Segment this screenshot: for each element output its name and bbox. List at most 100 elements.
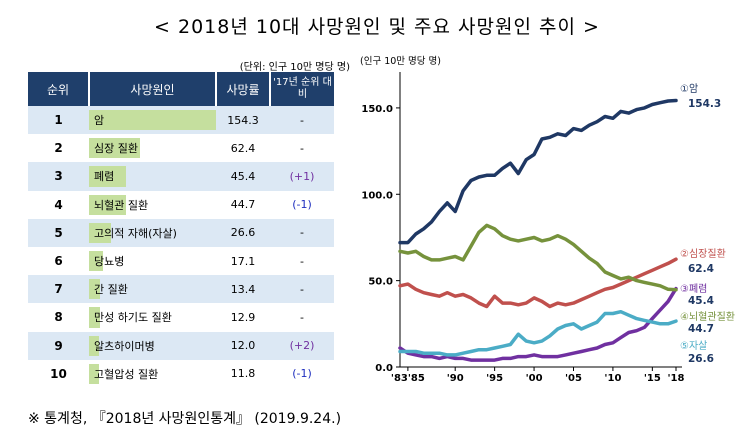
y-tick-label: 50.0 [368, 277, 393, 288]
series-value-label: 62.4 [688, 263, 714, 275]
rate-bar [89, 110, 216, 131]
rate-cell: 17.1 [230, 254, 256, 268]
cause-label: 만성 하기도 질환 [94, 311, 172, 325]
table-row: 2 심장 질환 62.4 - [28, 134, 334, 162]
rate-bar [89, 279, 101, 300]
rank-cell: 1 [28, 106, 89, 135]
rate-cell: 11.8 [230, 367, 256, 381]
table-row: 4 뇌혈관 질환 44.7 (-1) [28, 191, 334, 219]
cause-label: 뇌혈관 질환 [94, 198, 149, 212]
rank-cell: 2 [54, 141, 63, 156]
table-header-row: 순위 사망원인 사망률 '17년 순위 대비 [28, 72, 334, 106]
y-tick-label: 0.0 [375, 363, 393, 374]
series-line-1 [398, 98, 678, 245]
rate-cell: 12.9 [230, 310, 256, 324]
rank-change-cell: - [270, 275, 334, 304]
table-row: 5 고의적 자해(자살) 26.6- [28, 218, 334, 247]
cause-label: 간 질환 [94, 283, 128, 297]
series-line-4 [398, 223, 678, 292]
cause-cell: 심장 질환 [89, 134, 216, 162]
x-tick-label: '18 [668, 373, 685, 382]
cause-cell: 간 질환 [89, 275, 216, 304]
rate-bar [89, 307, 100, 328]
rank-change-cell: - [300, 254, 304, 268]
series-name-label: ③폐렴 [680, 282, 707, 295]
rank-cell: 10 [50, 366, 67, 381]
rank-change-cell: (+1) [270, 162, 334, 191]
series-name-label: ④뇌혈관질환 [680, 310, 735, 323]
rate-bar [89, 138, 141, 159]
header-rate: 사망률 [215, 72, 270, 106]
rank-cell: 7 [28, 275, 89, 304]
x-tick-label: '05 [565, 373, 582, 382]
rate-bar [89, 222, 111, 243]
cause-label: 알츠하이머병 [94, 339, 155, 353]
rank-change-cell: - [270, 218, 334, 247]
death-cause-table: 순위 사망원인 사망률 '17년 순위 대비 1 암 154.3 - 2 심장 질환 62.… [28, 72, 334, 388]
rank-cell: 8 [54, 310, 63, 325]
cause-cell: 뇌혈관 질환 [89, 191, 216, 219]
mortality-trend-chart: (인구 10만 명당 명) 0.0 50.0 100.0 150.0 '83'85 '90 '… [360, 56, 735, 382]
rate-cell: 45.4 [216, 162, 270, 191]
rank-change-cell: (-1) [292, 367, 312, 381]
rate-bar [89, 250, 104, 272]
cause-cell: 폐렴 [89, 162, 216, 191]
series-line-3 [398, 286, 678, 362]
rate-bar [89, 166, 127, 187]
rank-change-cell: - [300, 310, 304, 324]
rate-cell: 62.4 [230, 141, 256, 155]
cause-label: 당뇨병 [94, 255, 125, 269]
series-value-label: 44.7 [688, 323, 714, 335]
rank-cell: 6 [54, 254, 63, 269]
cause-label: 폐렴 [94, 170, 115, 184]
series-name-label: ②심장질환 [680, 248, 726, 260]
table-row: 8 만성 하기도 질환 12.9 - [28, 303, 334, 331]
series-value-label: 26.6 [688, 353, 714, 365]
cause-cell: 당뇨병 [89, 247, 216, 275]
header-change: '17년 순위 대비 [269, 72, 334, 106]
table-row: 3 폐렴 45.4 (+1) [28, 162, 334, 191]
cause-cell: 고의적 자해(자살) [89, 218, 216, 247]
cause-cell: 암 [89, 106, 216, 135]
source-footnote: ※ 통계청, 『2018년 사망원인통계』 (2019.9.24.) [28, 411, 342, 427]
rate-bar [89, 335, 99, 356]
rate-bar [89, 194, 126, 215]
rank-change-cell: (+2) [270, 331, 334, 360]
page-title: < 2018년 10대 사망원인 및 주요 사망원인 추이 > [154, 16, 600, 38]
x-tick-label: '90 [447, 373, 464, 382]
cause-label: 고혈압성 질환 [94, 367, 159, 381]
rate-cell: 44.7 [230, 198, 256, 212]
rate-cell: 13.4 [216, 275, 270, 304]
header-rank: 순위 [28, 72, 89, 106]
series-line-5 [398, 309, 678, 357]
table-row: 7 간 질환 13.4- [28, 275, 334, 304]
rank-cell: 9 [28, 331, 89, 360]
x-tick-label: '95 [486, 373, 503, 382]
x-tick-label: '10 [604, 373, 621, 382]
rank-cell: 3 [28, 162, 89, 191]
y-tick-label: 150.0 [361, 104, 393, 115]
rate-bar [89, 363, 99, 384]
table-unit-note: (단위: 인구 10만 명당 명) [239, 62, 350, 73]
rank-cell: 4 [54, 197, 63, 212]
cause-cell: 만성 하기도 질환 [89, 303, 216, 331]
rate-cell: 26.6 [216, 218, 270, 247]
table-row: 1 암 154.3- [28, 106, 334, 135]
header-cause: 사망원인 [88, 72, 216, 106]
x-tick-label: '83'85 [391, 373, 425, 382]
series-name-label: ⑤자살 [680, 340, 707, 352]
rate-cell: 154.3 [216, 106, 270, 135]
y-axis-title: (인구 10만 명당 명) [360, 56, 441, 67]
table-row: 9 알츠하이머병 12.0 (+2) [28, 331, 334, 360]
cause-label: 암 [94, 114, 105, 128]
cause-cell: 고혈압성 질환 [89, 360, 216, 388]
x-tick-label: '15 [644, 373, 661, 382]
rank-cell: 5 [28, 218, 89, 247]
rank-change-cell: (-1) [292, 198, 312, 212]
x-tick-label: '00 [526, 373, 543, 382]
series-value-label: 154.3 [688, 98, 721, 110]
rank-change-cell: - [300, 141, 304, 155]
rate-cell: 12.0 [216, 331, 270, 360]
table-row: 10 고혈압성 질환 11.8 (-1) [28, 360, 334, 388]
series-line-2 [398, 257, 678, 309]
